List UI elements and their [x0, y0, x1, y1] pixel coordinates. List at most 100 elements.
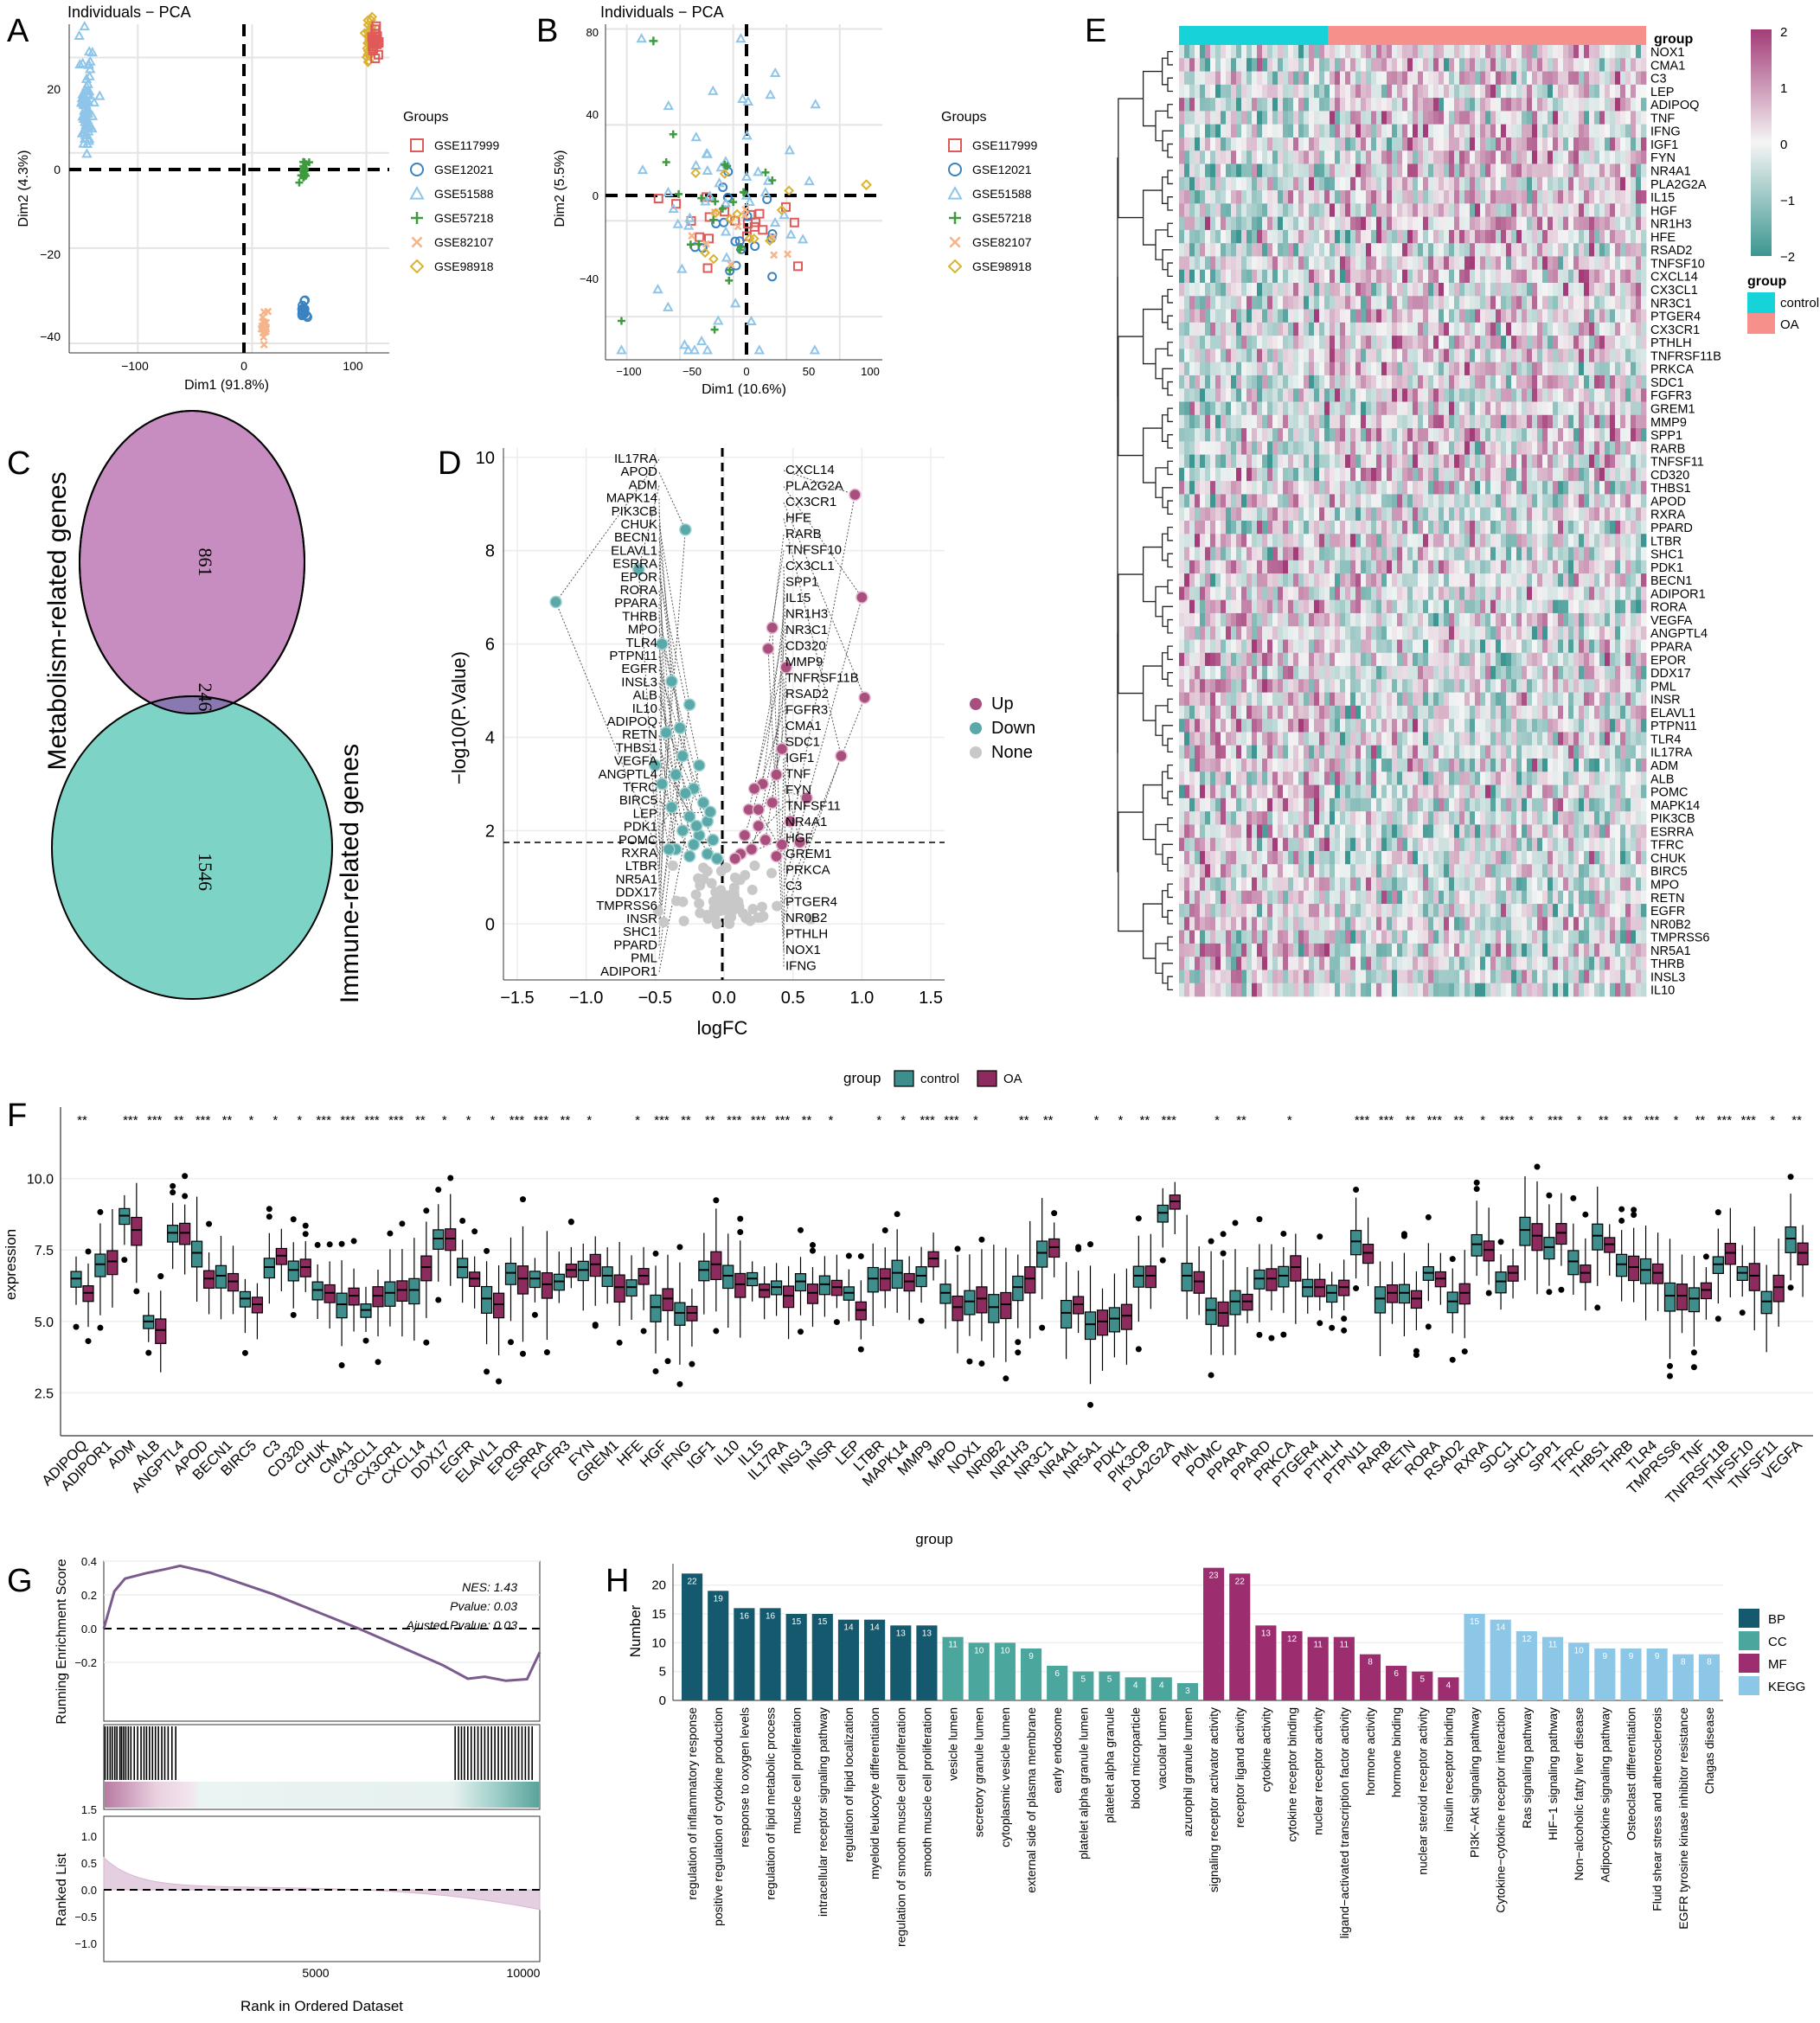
heatmap-cell	[1283, 534, 1289, 547]
heatmap-cell	[1625, 388, 1631, 402]
heatmap-cell	[1272, 521, 1278, 535]
heatmap-cell	[1324, 176, 1330, 191]
heatmap-cell	[1454, 375, 1460, 389]
heatmap-cell	[1278, 388, 1284, 402]
heatmap-cell	[1335, 137, 1341, 151]
heatmap-cell	[1246, 71, 1253, 86]
label-leader	[758, 694, 785, 827]
heatmap-cell	[1262, 243, 1268, 257]
heatmap-cell	[1210, 414, 1216, 429]
heatmap-cell	[1304, 203, 1310, 218]
heatmap-cell	[1573, 124, 1580, 138]
heatmap-cell	[1184, 612, 1190, 627]
heatmap-cell	[1501, 547, 1507, 561]
heatmap-cell	[1350, 150, 1356, 164]
heatmap-cell	[1397, 612, 1403, 627]
heatmap-cell	[1470, 612, 1476, 627]
heatmap-cell	[1236, 401, 1242, 416]
heatmap-cell	[1324, 229, 1330, 244]
heatmap-cell	[1324, 494, 1330, 509]
heatmap-cell	[1542, 547, 1548, 561]
heatmap-cell	[1210, 362, 1216, 376]
heatmap-cell	[1241, 467, 1247, 482]
dendrogram-branch	[1167, 315, 1173, 330]
heatmap-cell	[1496, 481, 1502, 495]
heatmap-cell	[1568, 349, 1574, 363]
heatmap-cell	[1522, 190, 1528, 204]
heatmap-cell	[1433, 534, 1439, 547]
heatmap-cell	[1454, 494, 1460, 509]
heatmap-cell	[1584, 481, 1590, 495]
heatmap-cell	[1594, 137, 1600, 151]
heatmap-cell	[1573, 150, 1580, 164]
heatmap-cell	[1511, 163, 1517, 178]
heatmap-cell	[1376, 84, 1382, 99]
heatmap-cell	[1470, 652, 1476, 667]
heatmap-cell	[1402, 560, 1408, 574]
pca-point	[776, 204, 787, 215]
pca-point	[688, 232, 696, 240]
heatmap-cell	[1402, 414, 1408, 429]
heatmap-cell	[1278, 229, 1284, 244]
heatmap-cell	[1397, 547, 1403, 561]
heatmap-cell	[1454, 507, 1460, 522]
heatmap-cell	[1246, 586, 1253, 601]
heatmap-cell	[1459, 441, 1465, 456]
dendrogram-branch	[1167, 50, 1173, 66]
gene-label-spp1: SPP1	[785, 575, 818, 590]
heatmap-cell	[1387, 84, 1393, 99]
heatmap-cell	[1330, 309, 1336, 323]
heatmap-cell	[1511, 124, 1517, 138]
heatmap-cell	[1319, 534, 1325, 547]
heatmap-cell	[1470, 45, 1476, 59]
heatmap-cell	[1392, 229, 1398, 244]
heatmap-cell	[1371, 560, 1377, 574]
heatmap-cell	[1257, 639, 1263, 654]
volcano-point-none	[695, 880, 706, 891]
heatmap-cell	[1298, 612, 1304, 627]
heatmap-cell	[1537, 521, 1543, 535]
heatmap-cell	[1558, 296, 1564, 310]
heatmap-cell	[1568, 454, 1574, 469]
heatmap-cell	[1459, 322, 1465, 336]
heatmap-cell	[1278, 454, 1284, 469]
heatmap-cell	[1423, 216, 1429, 231]
heatmap-cell	[1335, 243, 1341, 257]
heatmap-cell	[1195, 612, 1201, 627]
heatmap-cell	[1641, 283, 1647, 297]
heatmap-cell	[1620, 216, 1626, 231]
heatmap-cell	[1470, 137, 1476, 151]
heatmap-cell	[1490, 296, 1496, 310]
heatmap-cell	[1262, 481, 1268, 495]
heatmap-cell	[1371, 586, 1377, 601]
heatmap-cell	[1501, 441, 1507, 456]
heatmap-cell	[1262, 296, 1268, 310]
heatmap-cell	[1433, 256, 1439, 271]
heatmap-cell	[1423, 521, 1429, 535]
heatmap-cell	[1407, 639, 1413, 654]
heatmap-cell	[1444, 560, 1450, 574]
heatmap-cell	[1262, 507, 1268, 522]
heatmap-cell	[1636, 547, 1642, 561]
heatmap-cell	[1392, 203, 1398, 218]
heatmap-cell	[1205, 414, 1211, 429]
heatmap-cell	[1496, 534, 1502, 547]
heatmap-cell	[1304, 547, 1310, 561]
heatmap-cell	[1371, 84, 1377, 99]
heatmap-cell	[1231, 375, 1237, 389]
heatmap-cell	[1195, 137, 1201, 151]
heatmap-cell	[1330, 243, 1336, 257]
pca-point	[744, 195, 755, 207]
heatmap-cell	[1179, 137, 1185, 151]
heatmap-cell	[1527, 414, 1533, 429]
heatmap-cell	[1376, 521, 1382, 535]
panel-letter-E: E	[1085, 13, 1106, 49]
heatmap-cell	[1423, 388, 1429, 402]
heatmap-cell	[1304, 388, 1310, 402]
heatmap-cell	[1459, 58, 1465, 72]
heatmap-cell	[1439, 163, 1445, 178]
heatmap-cell	[1573, 84, 1580, 99]
heatmap-cell	[1516, 45, 1522, 59]
heatmap-cell	[1407, 269, 1413, 284]
heatmap-cell	[1246, 375, 1253, 389]
